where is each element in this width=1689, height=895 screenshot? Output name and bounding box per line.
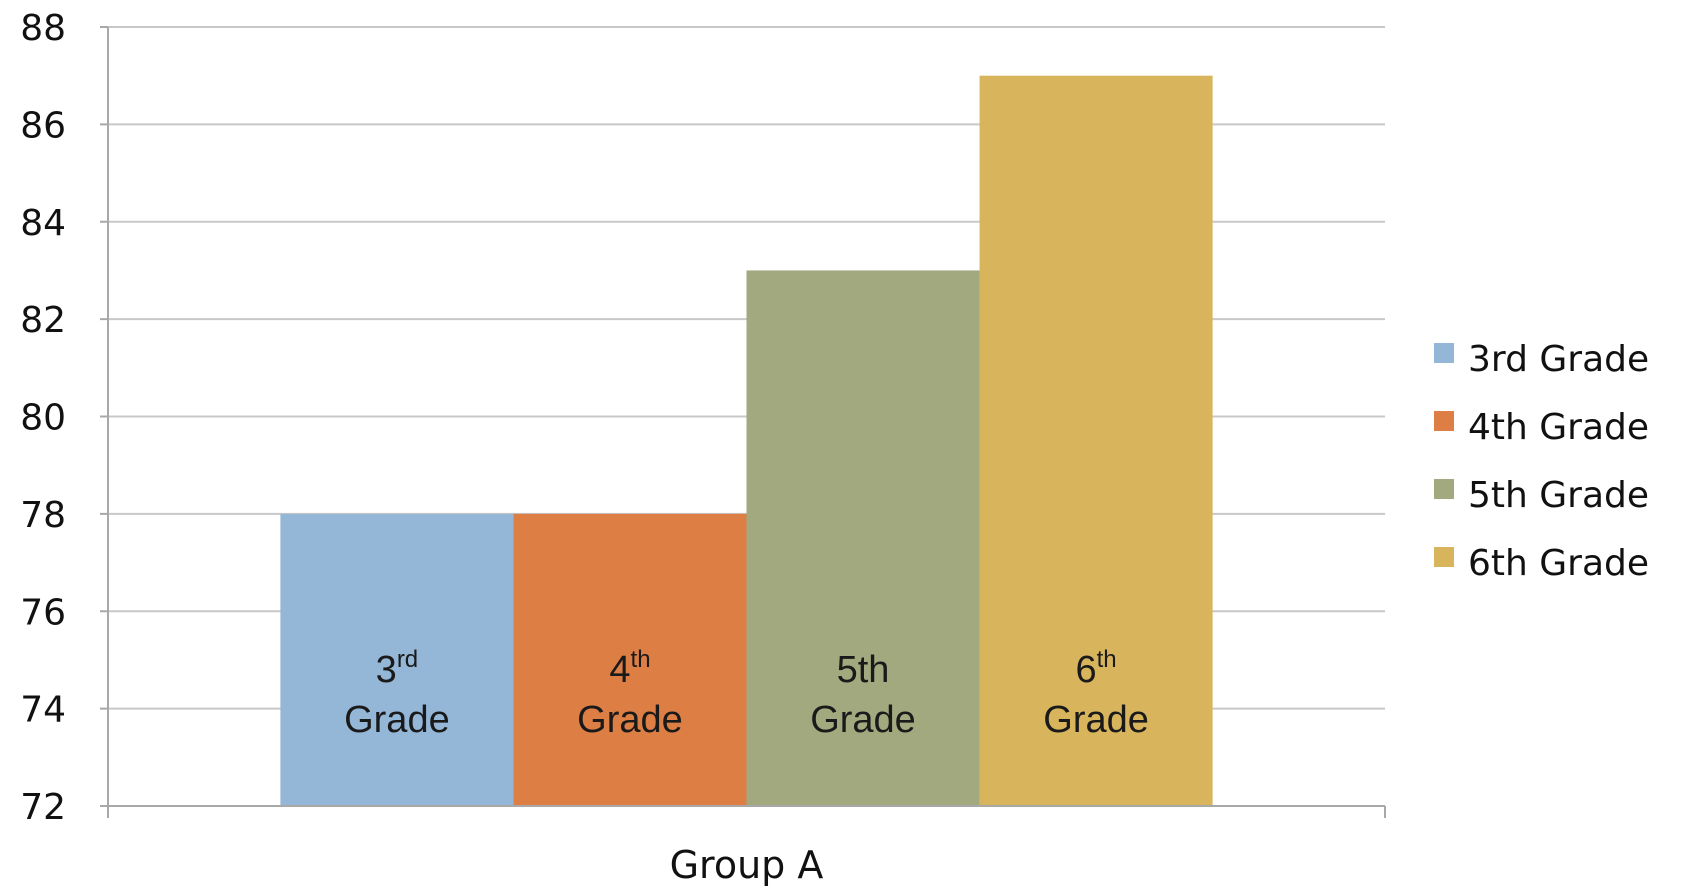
y-tick-label: 88 bbox=[20, 8, 66, 49]
bar-label-line1: 6th bbox=[1076, 646, 1117, 691]
y-axis-ticks: 72 74 76 78 80 82 84 86 88 bbox=[20, 8, 108, 828]
bar-label-line2: Grade bbox=[1043, 699, 1149, 741]
bar-label-superscript: th bbox=[631, 646, 651, 673]
y-tick-label: 78 bbox=[20, 495, 66, 536]
bar-6th-grade bbox=[979, 75, 1213, 806]
bar-3rd-grade bbox=[280, 513, 514, 806]
bar-label-main: 5th bbox=[837, 649, 890, 691]
legend: 3rd Grade 4th Grade 5th Grade 6th Grade bbox=[1434, 339, 1649, 584]
x-axis-categories: Group A bbox=[670, 843, 824, 887]
legend-swatch bbox=[1434, 343, 1454, 363]
x-category-label: Group A bbox=[670, 843, 824, 887]
legend-label: 6th Grade bbox=[1468, 543, 1649, 584]
bar-label-main: 6 bbox=[1076, 649, 1097, 691]
y-tick-label: 84 bbox=[20, 203, 66, 244]
legend-label: 3rd Grade bbox=[1468, 339, 1649, 380]
legend-swatch bbox=[1434, 547, 1454, 567]
y-tick-label: 74 bbox=[20, 690, 66, 731]
bar-5th-grade bbox=[746, 270, 980, 806]
bar-label-line1: 4th bbox=[609, 646, 650, 691]
legend-swatch bbox=[1434, 479, 1454, 499]
axes bbox=[107, 27, 1386, 818]
bar-label-line1: 5th bbox=[837, 649, 890, 691]
y-tick-label: 82 bbox=[20, 300, 66, 341]
bar-label-superscript: rd bbox=[397, 646, 418, 673]
bar-label-line2: Grade bbox=[810, 699, 916, 741]
legend-label: 4th Grade bbox=[1468, 407, 1649, 448]
legend-swatch bbox=[1434, 411, 1454, 431]
legend-label: 5th Grade bbox=[1468, 475, 1649, 516]
bar-label-line2: Grade bbox=[577, 699, 683, 741]
bar-label-main: 4 bbox=[609, 649, 630, 691]
y-tick-label: 76 bbox=[20, 592, 66, 633]
bars bbox=[280, 75, 1213, 806]
bar-label-line1: 3rd bbox=[376, 646, 418, 691]
bar-label-line2: Grade bbox=[344, 699, 450, 741]
y-tick-label: 80 bbox=[20, 398, 66, 439]
bar-4th-grade bbox=[513, 513, 747, 806]
y-tick-label: 72 bbox=[20, 787, 66, 828]
bar-label-main: 3 bbox=[376, 649, 397, 691]
bar-label-superscript: th bbox=[1097, 646, 1117, 673]
y-tick-label: 86 bbox=[20, 105, 66, 146]
